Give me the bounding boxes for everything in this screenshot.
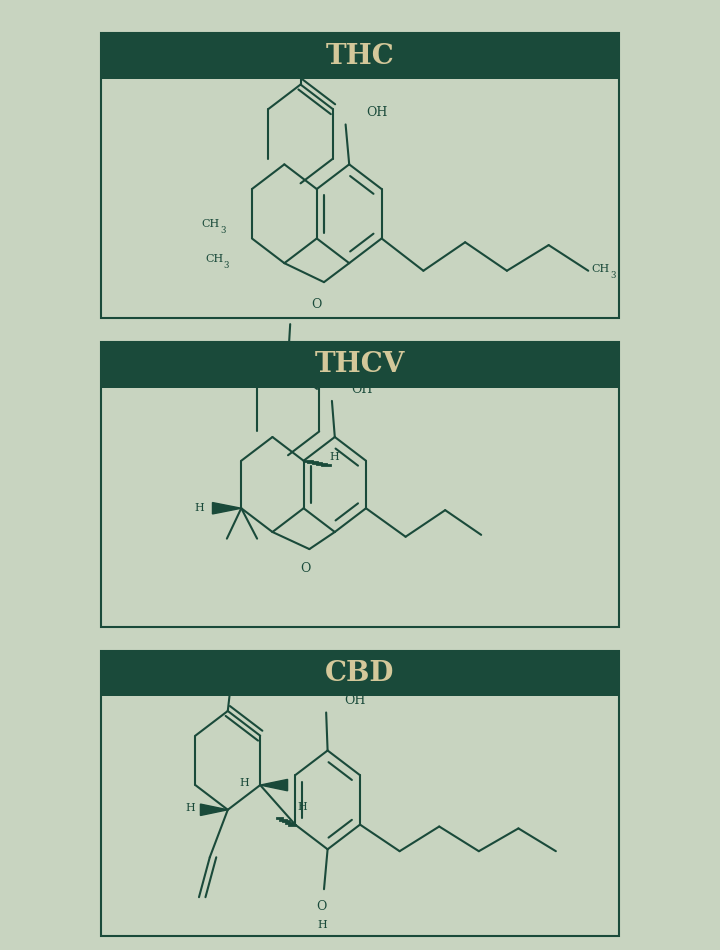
Bar (101, 342, 619, 627)
Text: H: H (329, 452, 338, 462)
Text: O: O (317, 900, 327, 913)
Text: OH: OH (351, 383, 373, 396)
Bar (101, 33, 619, 79)
Text: THCV: THCV (315, 352, 405, 378)
Text: H: H (194, 504, 204, 513)
Bar (101, 33, 619, 318)
Polygon shape (212, 503, 241, 514)
Text: H: H (317, 921, 327, 930)
Polygon shape (260, 779, 287, 790)
Text: O: O (300, 561, 311, 575)
Bar (101, 342, 619, 388)
Text: 3: 3 (224, 261, 229, 271)
Text: CBD: CBD (325, 660, 395, 687)
Text: THC: THC (325, 43, 395, 69)
Polygon shape (200, 804, 228, 815)
Text: CH: CH (592, 264, 610, 274)
Text: H: H (297, 803, 307, 812)
Text: OH: OH (366, 105, 387, 119)
Text: CH: CH (264, 34, 283, 44)
Text: CH: CH (205, 255, 223, 264)
Text: CH: CH (202, 219, 220, 229)
Text: OH: OH (344, 694, 366, 707)
Text: O: O (312, 297, 322, 311)
Bar (101, 651, 619, 936)
Text: 3: 3 (220, 226, 225, 236)
Bar (101, 651, 619, 696)
Text: H: H (186, 803, 195, 813)
Text: 3: 3 (283, 41, 289, 50)
Text: 3: 3 (611, 271, 616, 280)
Text: H: H (240, 778, 249, 788)
